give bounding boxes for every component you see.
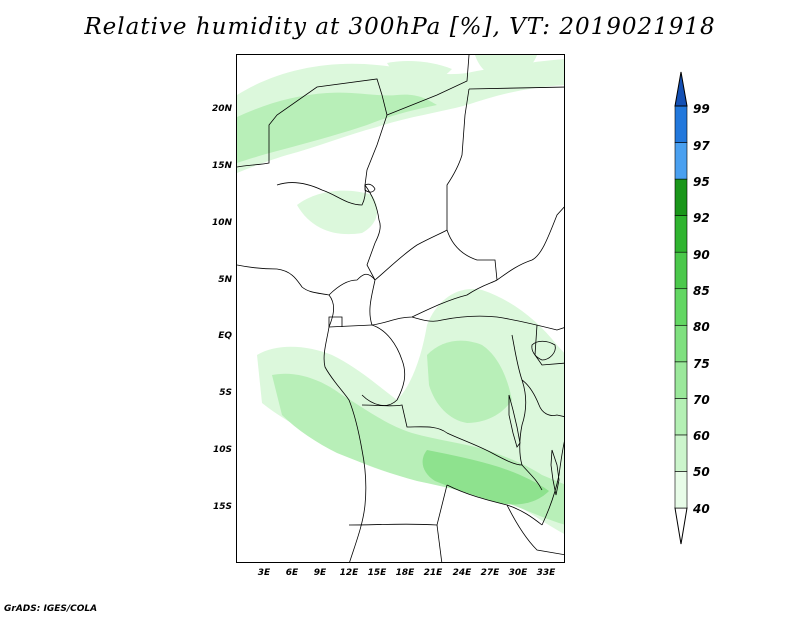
colorbar-label: 92	[693, 211, 710, 225]
colorbar-label: 40	[693, 502, 710, 516]
border-angola-drc	[361, 404, 448, 434]
humidity-region-central	[427, 340, 512, 423]
border-drc-north	[411, 315, 564, 331]
colorbar-boxes	[674, 71, 688, 545]
colorbar-box	[674, 398, 688, 436]
lat-label: 5S	[219, 388, 232, 398]
lat-label: 10N	[211, 218, 232, 228]
colorbar-box	[674, 178, 688, 216]
lat-label: 5N	[218, 275, 232, 285]
border-east-2	[534, 324, 564, 366]
lat-label: 15N	[211, 161, 232, 171]
colorbar-label: 60	[693, 429, 710, 443]
colorbar	[674, 71, 688, 545]
border-gabon	[328, 316, 343, 327]
lake-tanganyika	[508, 394, 521, 448]
border-north-1	[237, 78, 388, 186]
colorbar-box	[674, 324, 688, 363]
colorbar-box	[674, 288, 688, 326]
border-north-2	[386, 55, 470, 116]
humidity-region-east	[524, 383, 564, 455]
colorbar-box	[674, 142, 688, 180]
colorbar-label: 99	[693, 102, 710, 116]
colorbar-box	[674, 361, 688, 399]
lake-chad	[364, 183, 376, 193]
border-zimbabwe	[506, 504, 564, 556]
border-mid-5	[328, 324, 373, 328]
border-north-5	[446, 88, 498, 281]
border-zambia	[446, 432, 543, 491]
colorbar-box	[674, 471, 688, 509]
colorbar-label: 95	[693, 175, 710, 189]
lon-label: 33E	[536, 568, 556, 578]
colorbar-box	[674, 215, 688, 253]
lon-label: 30E	[508, 568, 528, 578]
border-congo	[361, 324, 406, 406]
border-mid-1	[276, 182, 366, 206]
colorbar-label: 70	[693, 393, 710, 407]
humidity-region-northeast-corner	[475, 55, 537, 79]
lon-label: 21E	[423, 568, 443, 578]
lat-label: 10S	[212, 445, 232, 455]
lat-label: EQ	[218, 331, 232, 341]
colorbar-label: 75	[693, 357, 710, 371]
colorbar-label: 80	[693, 320, 710, 334]
humidity-region-north-core	[237, 92, 437, 163]
border-east-lake	[521, 379, 564, 417]
colorbar-box	[674, 251, 688, 290]
lat-label: 15S	[212, 502, 232, 512]
lon-label: 6E	[285, 568, 299, 578]
lon-label: 24E	[452, 568, 472, 578]
lake-victoria	[531, 340, 556, 361]
credit-text: GrADS: IGES/COLA	[4, 604, 98, 614]
lon-label: 12E	[339, 568, 359, 578]
colorbar-label: 90	[693, 248, 710, 262]
lake-malawi	[550, 449, 560, 496]
chart-title: Relative humidity at 300hPa [%], VT: 201…	[84, 14, 716, 40]
humidity-region-south-strong	[422, 450, 549, 505]
border-north-3	[468, 86, 564, 90]
humidity-region-west	[297, 190, 378, 235]
lon-label: 18E	[395, 568, 415, 578]
lon-label: 15E	[367, 568, 387, 578]
colorbar-top-arrow	[674, 71, 688, 107]
lon-label: 27E	[480, 568, 500, 578]
border-north-4	[364, 184, 381, 281]
colorbar-label: 97	[693, 139, 710, 153]
map-canvas	[237, 55, 564, 562]
lon-label: 9E	[313, 568, 327, 578]
colorbar-box	[674, 434, 688, 472]
border-drc-east	[511, 334, 527, 466]
colorbar-box	[674, 105, 688, 143]
border-namibia	[436, 524, 443, 562]
humidity-shading	[237, 55, 564, 534]
coastline	[237, 264, 367, 562]
map-panel	[236, 54, 565, 563]
colorbar-bottom-arrow	[674, 507, 688, 545]
country-borders	[237, 55, 564, 562]
humidity-region-north	[237, 59, 564, 173]
humidity-region-north-east	[387, 61, 452, 87]
border-east-1	[541, 441, 564, 526]
border-mid-2	[374, 229, 448, 281]
colorbar-label: 85	[693, 284, 710, 298]
lon-label: 3E	[257, 568, 271, 578]
lat-label: 20N	[211, 104, 232, 114]
border-angola-south	[348, 484, 448, 526]
colorbar-label: 50	[693, 465, 710, 479]
border-north-6	[496, 206, 564, 281]
border-mid-4	[328, 273, 376, 296]
